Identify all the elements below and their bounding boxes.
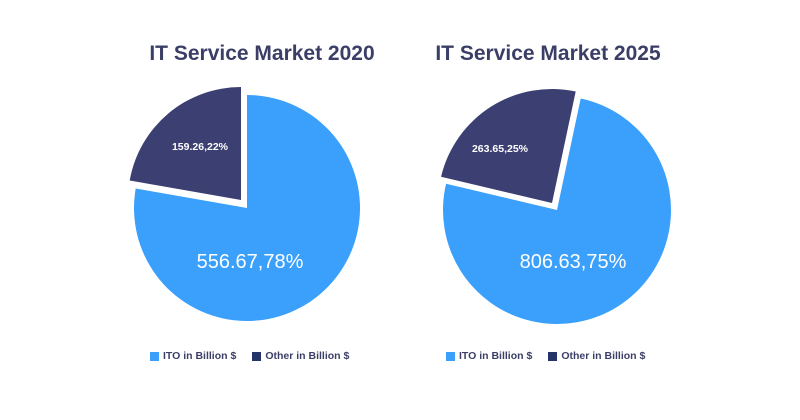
legend-swatch-other (252, 351, 262, 361)
chart-title-2020: IT Service Market 2020 (149, 42, 375, 65)
legend-label: Other in Billion $ (265, 350, 350, 362)
legend-2025: ITO in Billion $ Other in Billion $ (446, 350, 645, 362)
legend-item-ito[interactable]: ITO in Billion $ (150, 350, 236, 362)
pie-slice-ito[interactable] (134, 95, 360, 321)
legend-swatch-ito (150, 351, 159, 361)
legend-item-other[interactable]: Other in Billion $ (252, 350, 349, 362)
legend-2020: ITO in Billion $ Other in Billion $ (150, 350, 349, 362)
data-label-ito: 556.67,78% (197, 251, 304, 273)
pie-slice-other[interactable] (129, 87, 241, 200)
legend-swatch-ito (446, 351, 455, 361)
data-label-ito: 806.63,75% (520, 251, 627, 273)
legend-label: ITO in Billion $ (459, 350, 533, 362)
legend-label: ITO in Billion $ (163, 350, 237, 362)
pie-slice-ito[interactable] (443, 98, 671, 324)
chart-title-2025: IT Service Market 2025 (435, 42, 661, 65)
legend-label: Other in Billion $ (561, 350, 646, 362)
legend-swatch-other (548, 351, 558, 361)
pie-slice-other[interactable] (441, 88, 576, 203)
data-label-other: 263.65,25% (472, 143, 529, 155)
legend-item-other[interactable]: Other in Billion $ (548, 350, 645, 362)
data-label-other: 159.26,22% (172, 141, 229, 153)
legend-item-ito[interactable]: ITO in Billion $ (446, 350, 532, 362)
